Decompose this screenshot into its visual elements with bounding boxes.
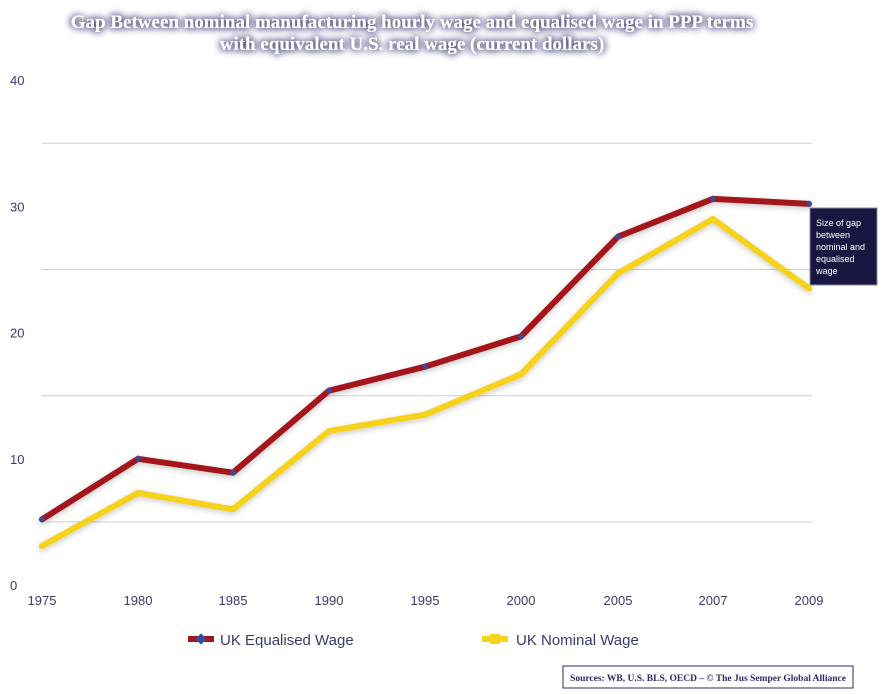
x-tick-label: 2000 [507,593,536,608]
data-point [518,371,524,377]
x-tick-label: 2009 [795,593,824,608]
data-point [229,469,237,477]
y-tick-label: 10 [10,452,24,467]
chart-title: Gap Between nominal manufacturing hourly… [71,12,753,55]
data-point [39,543,45,549]
legend-marker-nominal [490,634,500,644]
annotation-line-5: wage [815,266,838,276]
y-tick-label: 30 [10,199,24,214]
series-lines [38,195,813,549]
x-tick-label: 1995 [411,593,440,608]
y-tick-label: 20 [10,326,24,341]
x-tick-label: 1990 [315,593,344,608]
x-tick-label: 1975 [28,593,57,608]
legend-label-equalised: UK Equalised Wage [220,632,354,649]
data-point [421,363,429,371]
y-axis-ticks: 0 10 20 30 40 [10,73,24,593]
data-point [710,216,716,222]
data-point [38,515,46,523]
data-point [615,270,621,276]
series-line [39,195,812,523]
source-note: Sources: WB, U.S. BLS, OECD – © The Jus … [562,665,854,689]
source-text: Sources: WB, U.S. BLS, OECD – © The Jus … [570,673,846,684]
legend: UK Equalised Wage UK Nominal Wage [188,632,639,649]
gap-annotation: Size of gap between nominal and equalise… [809,207,878,286]
data-point [230,506,236,512]
annotation-box [809,207,878,286]
series-line [39,216,812,549]
legend-item-equalised: UK Equalised Wage [188,632,354,649]
source-box [562,665,854,689]
y-tick-label: 40 [10,73,24,88]
data-point [709,195,717,203]
data-point [517,332,525,340]
legend-label-nominal: UK Nominal Wage [516,632,639,649]
data-point [806,285,812,291]
data-point [805,200,813,208]
annotation-line-3: nominal and [816,242,865,252]
data-point [422,412,428,418]
x-tick-label: 1980 [124,593,153,608]
y-tick-label: 0 [10,578,17,593]
title-line-2: with equivalent U.S. real wage (current … [220,34,605,55]
annotation-line-2: between [816,230,850,240]
legend-marker-equalised [195,633,207,645]
gridlines [42,142,812,523]
data-point [614,233,622,241]
x-tick-label: 1985 [219,593,248,608]
title-line-1: Gap Between nominal manufacturing hourly… [71,12,753,33]
data-point [135,490,141,496]
x-tick-label: 2007 [699,593,728,608]
x-tick-label: 2005 [604,593,633,608]
annotation-line-1: Size of gap [816,218,861,228]
data-point [325,387,333,395]
data-point [326,428,332,434]
data-point [134,455,142,463]
annotation-line-4: equalised [816,254,855,264]
legend-item-nominal: UK Nominal Wage [482,632,639,649]
x-axis-ticks: 1975 1980 1985 1990 1995 2000 2005 2007 2009 [28,593,824,608]
